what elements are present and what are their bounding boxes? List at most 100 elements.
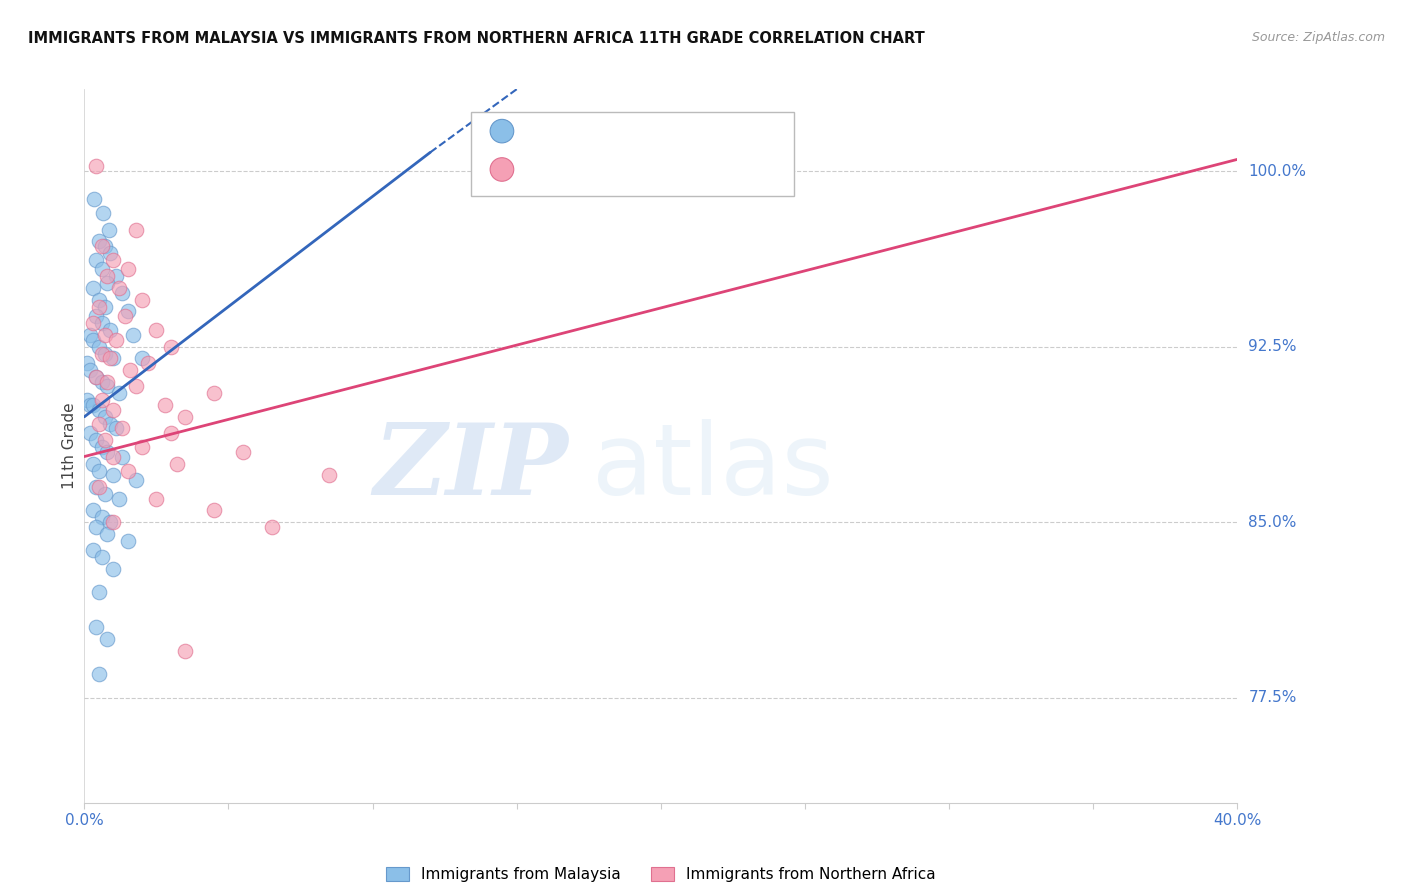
- Point: [84, 480, 107, 494]
- Point: [96, 632, 118, 646]
- Point: [98, 323, 121, 337]
- Point: [105, 269, 128, 284]
- Point: [84, 370, 107, 384]
- Legend: Immigrants from Malaysia, Immigrants from Northern Africa: Immigrants from Malaysia, Immigrants fro…: [380, 861, 942, 888]
- Point: [114, 309, 136, 323]
- Point: [108, 281, 131, 295]
- Point: [87, 417, 110, 431]
- Text: 92.5%: 92.5%: [1249, 339, 1296, 354]
- Point: [84, 620, 107, 634]
- Point: [91, 206, 114, 220]
- Point: [202, 386, 225, 401]
- Point: [117, 464, 139, 478]
- Point: [87, 340, 110, 354]
- Point: [82, 281, 104, 295]
- Point: [76, 356, 98, 370]
- Point: [84, 309, 107, 323]
- Point: [83, 192, 105, 206]
- Point: [131, 440, 153, 454]
- Point: [111, 450, 134, 464]
- Point: [87, 402, 110, 417]
- Point: [87, 300, 110, 314]
- Point: [82, 457, 104, 471]
- Point: [82, 333, 104, 347]
- Point: [79, 426, 101, 441]
- Point: [90, 550, 112, 565]
- Point: [318, 468, 340, 483]
- Point: [93, 487, 115, 501]
- Point: [621, 153, 644, 167]
- Text: 63: 63: [679, 122, 702, 140]
- Point: [84, 519, 107, 533]
- Point: [103, 562, 124, 576]
- Point: [98, 351, 121, 366]
- Point: [87, 585, 110, 599]
- Text: 85.0%: 85.0%: [1249, 515, 1296, 530]
- Text: atlas: atlas: [592, 419, 834, 516]
- Point: [90, 440, 112, 454]
- Point: [90, 510, 112, 524]
- Text: R =: R =: [524, 122, 561, 140]
- Point: [90, 393, 112, 408]
- Point: [160, 340, 183, 354]
- Point: [120, 363, 142, 377]
- Point: [131, 293, 153, 307]
- Text: N =: N =: [637, 161, 673, 178]
- Point: [122, 327, 145, 342]
- Text: ZIP: ZIP: [374, 419, 568, 516]
- Point: [153, 398, 176, 412]
- Text: 0.211: 0.211: [572, 122, 624, 140]
- Point: [98, 515, 121, 529]
- Point: [90, 239, 112, 253]
- Point: [174, 644, 197, 658]
- Point: [103, 402, 124, 417]
- Point: [87, 464, 110, 478]
- Point: [93, 239, 115, 253]
- Point: [90, 375, 112, 389]
- Point: [117, 533, 139, 548]
- Text: 0.308: 0.308: [572, 161, 624, 178]
- Point: [125, 379, 148, 393]
- Point: [87, 480, 110, 494]
- Point: [96, 277, 118, 291]
- Point: [145, 323, 167, 337]
- Point: [105, 421, 128, 435]
- Point: [90, 346, 112, 360]
- Point: [82, 543, 104, 558]
- Point: [76, 393, 98, 408]
- Point: [98, 417, 121, 431]
- Point: [96, 445, 118, 459]
- Point: [145, 491, 167, 506]
- Point: [103, 450, 124, 464]
- Point: [93, 433, 115, 447]
- Point: [125, 222, 148, 236]
- Point: [96, 379, 118, 393]
- Point: [111, 421, 134, 435]
- Point: [136, 356, 159, 370]
- Point: [93, 300, 115, 314]
- Point: [96, 526, 118, 541]
- Point: [87, 667, 110, 681]
- Point: [90, 262, 112, 277]
- Point: [84, 252, 107, 267]
- Text: IMMIGRANTS FROM MALAYSIA VS IMMIGRANTS FROM NORTHERN AFRICA 11TH GRADE CORRELATI: IMMIGRANTS FROM MALAYSIA VS IMMIGRANTS F…: [28, 31, 925, 46]
- Point: [117, 304, 139, 318]
- Text: N =: N =: [637, 122, 673, 140]
- Point: [93, 327, 115, 342]
- Point: [232, 445, 254, 459]
- Point: [108, 491, 131, 506]
- Point: [79, 398, 101, 412]
- Point: [174, 409, 197, 424]
- Point: [82, 503, 104, 517]
- Point: [96, 269, 118, 284]
- Point: [160, 426, 183, 441]
- Point: [79, 327, 101, 342]
- Point: [82, 316, 104, 330]
- Point: [125, 473, 148, 487]
- Point: [103, 468, 124, 483]
- Point: [93, 409, 115, 424]
- Point: [117, 262, 139, 277]
- Point: [84, 160, 107, 174]
- Point: [103, 252, 124, 267]
- Point: [93, 346, 115, 360]
